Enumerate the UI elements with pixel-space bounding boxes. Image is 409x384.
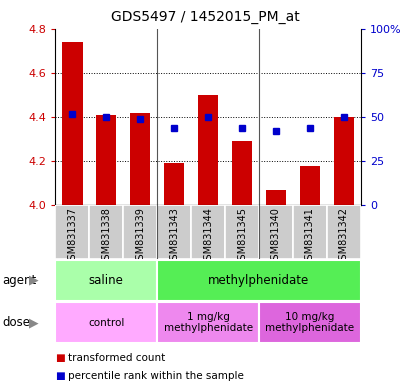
Text: control: control xyxy=(88,318,124,328)
Bar xyxy=(62,42,82,205)
Bar xyxy=(333,117,353,205)
Bar xyxy=(191,205,225,259)
Text: ■: ■ xyxy=(55,371,65,381)
Bar xyxy=(225,205,258,259)
Text: ▶: ▶ xyxy=(29,316,38,329)
Bar xyxy=(157,302,258,343)
Text: transformed count: transformed count xyxy=(68,353,165,363)
Bar xyxy=(265,190,285,205)
Bar xyxy=(157,260,360,301)
Text: GDS5497 / 1452015_PM_at: GDS5497 / 1452015_PM_at xyxy=(110,10,299,23)
Bar xyxy=(89,205,123,259)
Bar xyxy=(55,302,157,343)
Bar xyxy=(96,115,116,205)
Bar xyxy=(164,164,184,205)
Text: 1 mg/kg
methylphenidate: 1 mg/kg methylphenidate xyxy=(163,312,252,333)
Bar xyxy=(326,205,360,259)
Text: GSM831343: GSM831343 xyxy=(169,207,179,266)
Text: 10 mg/kg
methylphenidate: 10 mg/kg methylphenidate xyxy=(265,312,354,333)
Bar xyxy=(55,260,157,301)
Bar xyxy=(258,302,360,343)
Text: ▶: ▶ xyxy=(29,274,38,287)
Text: GSM831338: GSM831338 xyxy=(101,207,111,266)
Text: ■: ■ xyxy=(55,353,65,363)
Text: percentile rank within the sample: percentile rank within the sample xyxy=(68,371,244,381)
Text: dose: dose xyxy=(2,316,30,329)
Bar xyxy=(130,113,150,205)
Bar xyxy=(55,205,89,259)
Text: agent: agent xyxy=(2,274,36,287)
Text: GSM831339: GSM831339 xyxy=(135,207,145,266)
Text: GSM831345: GSM831345 xyxy=(236,207,246,266)
Bar xyxy=(299,166,319,205)
Text: GSM831337: GSM831337 xyxy=(67,207,77,266)
Bar xyxy=(123,205,157,259)
Text: GSM831344: GSM831344 xyxy=(202,207,213,266)
Text: GSM831340: GSM831340 xyxy=(270,207,280,266)
Bar xyxy=(231,141,252,205)
Bar xyxy=(198,95,218,205)
Bar xyxy=(258,205,292,259)
Text: GSM831342: GSM831342 xyxy=(338,207,348,266)
Bar xyxy=(292,205,326,259)
Text: methylphenidate: methylphenidate xyxy=(208,274,309,287)
Bar xyxy=(157,205,191,259)
Text: saline: saline xyxy=(89,274,124,287)
Text: GSM831341: GSM831341 xyxy=(304,207,314,266)
